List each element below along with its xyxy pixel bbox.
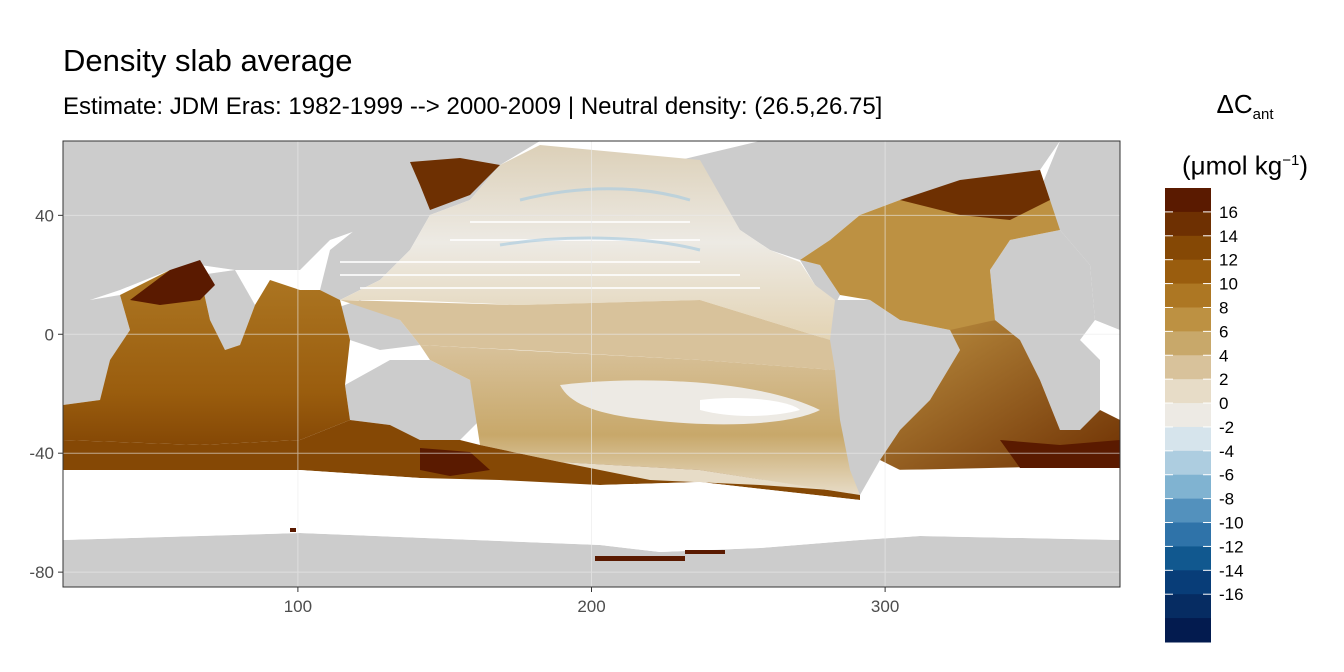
x-tick-label: 300 [871,597,899,616]
north-pacific-blue-bands [499,187,701,252]
legend-label: 8 [1219,298,1228,317]
legend-label: -8 [1219,490,1234,509]
legend-label: -6 [1219,466,1234,485]
y-tick-label: -40 [29,444,54,463]
legend: 16 14 12 10 8 6 4 2 0 -2 -4 -6 -8 -10 -12 -14 -16 [1165,188,1244,643]
legend-title-unit: (μmol kg−1) [1182,150,1308,181]
y-tick-label: -80 [29,563,54,582]
legend-label: -4 [1219,442,1234,461]
atlantic-southern-dark [1000,440,1120,468]
legend-label: -2 [1219,418,1234,437]
legend-swatch [1165,474,1211,500]
legend-label: -12 [1219,537,1244,556]
south-atlantic [880,320,1120,470]
subpolar-atlantic [900,170,1050,220]
equatorial-pacific [340,300,835,370]
legend-swatch [1165,403,1211,428]
south-pacific [420,345,860,495]
legend-swatch [1165,235,1211,261]
south-pacific-core [700,398,800,416]
legend-swatch [1165,379,1211,404]
tasman-dark [420,448,490,476]
y-tick-label: 40 [35,206,54,225]
legend-swatch [1165,307,1211,332]
north-pacific-bands [340,221,760,289]
legend-swatch [1165,283,1211,308]
indian-ocean [63,270,350,445]
legend-swatch [1165,450,1211,476]
chart-subtitle: Estimate: JDM Eras: 1982-1999 --> 2000-2… [63,93,883,120]
y-tick-label: 0 [45,325,54,344]
legend-swatch [1165,570,1211,595]
antarctic-rim [290,528,725,561]
gridlines [63,141,1120,587]
legend-label: -14 [1219,561,1244,580]
legend-title-main: ΔCant [1216,89,1274,124]
legend-label: 2 [1219,370,1228,389]
legend-label: 10 [1219,275,1238,294]
legend-label: -16 [1219,585,1244,604]
north-pacific [340,145,835,340]
legend-swatch [1165,211,1211,237]
legend-swatch [1165,546,1211,571]
legend-swatch [1165,426,1211,452]
legend-label: 16 [1219,203,1238,222]
x-tick-label: 100 [284,597,312,616]
legend-swatch [1165,618,1211,643]
legend-swatch [1165,331,1211,356]
legend-swatch [1165,498,1211,524]
kuroshio-region [410,158,500,210]
legend-label: -10 [1219,514,1244,533]
legend-label: 14 [1219,227,1238,246]
legend-label: 6 [1219,322,1228,341]
legend-swatch [1165,259,1211,285]
x-tick-label: 200 [577,597,605,616]
legend-swatch [1165,355,1211,380]
legend-title: ΔCant (μmol kg−1) [1155,88,1335,182]
chart-title: Density slab average [63,43,353,78]
legend-label: 0 [1219,394,1228,413]
legend-swatch [1165,188,1211,213]
legend-label: 12 [1219,251,1238,270]
pacific-southern-light [560,462,830,490]
arabian-sea [130,260,215,305]
legend-swatch [1165,522,1211,547]
legend-label: 4 [1219,346,1228,365]
legend-swatch [1165,594,1211,619]
